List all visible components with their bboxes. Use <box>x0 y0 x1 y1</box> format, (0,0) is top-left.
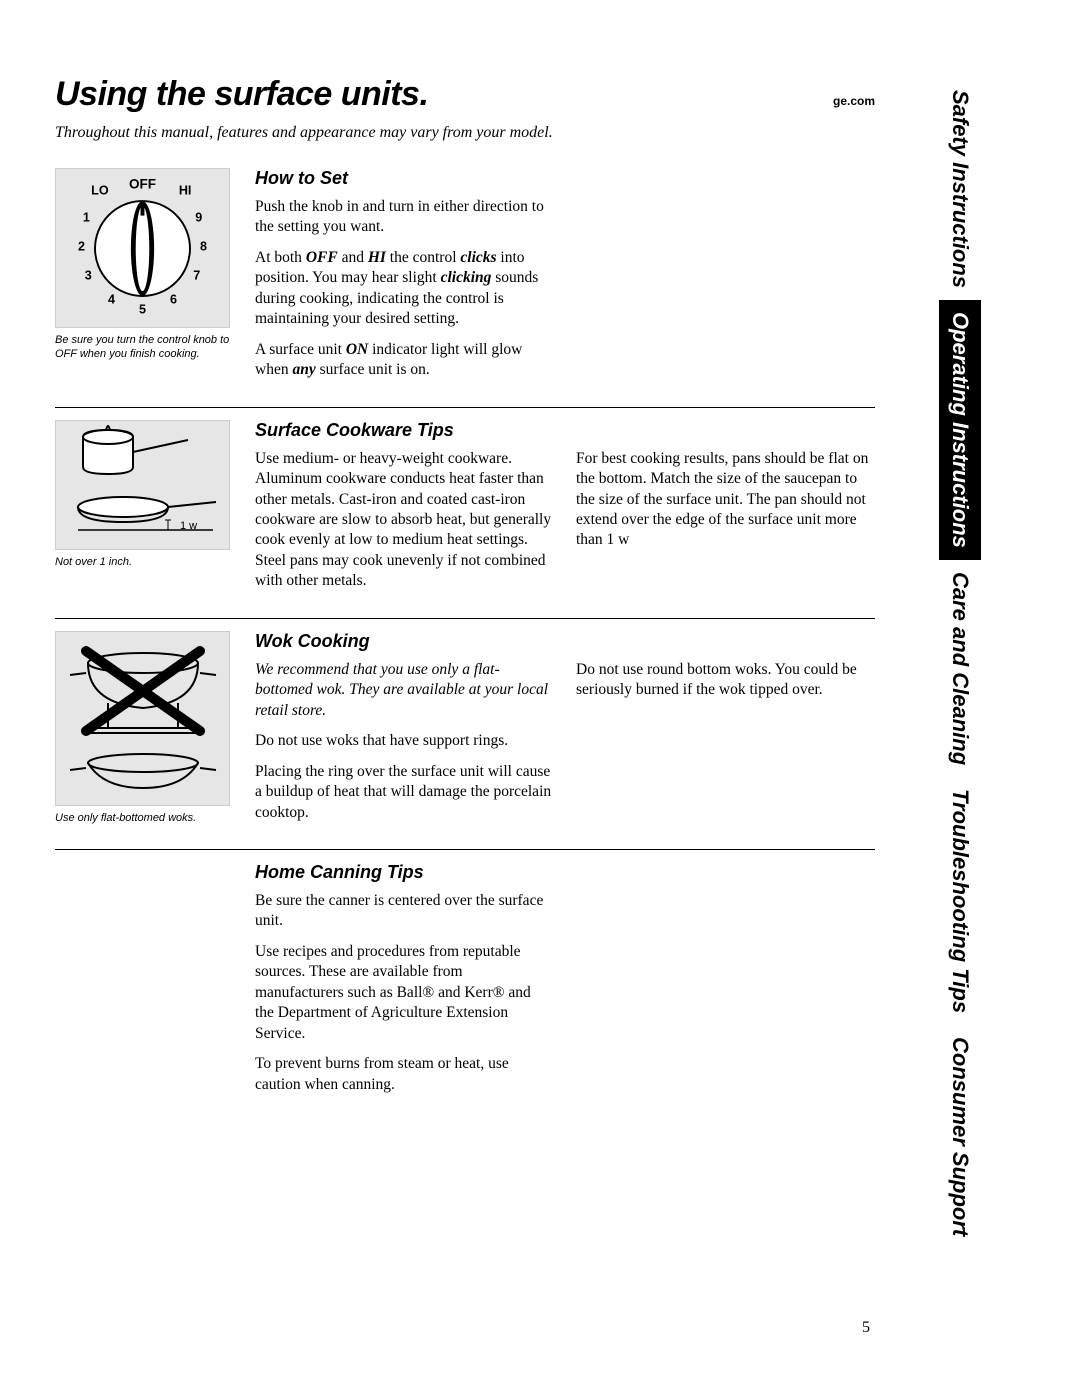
text-column: Wok Cooking We recommend that you use on… <box>255 631 875 833</box>
section-heading: How to Set <box>255 168 875 189</box>
knob-caption: Be sure you turn the control knob to OFF… <box>55 334 230 362</box>
knob-svg: OFF LO HI 1 2 3 4 5 6 7 8 9 <box>65 171 220 326</box>
brand-url: ge.com <box>833 94 875 108</box>
knob-label-off: OFF <box>129 176 156 191</box>
body-text: Push the knob in and turn in either dire… <box>255 197 545 391</box>
tab-troubleshooting[interactable]: Troubleshooting Tips <box>939 777 981 1025</box>
side-tabs: Safety Instructions Operating Instructio… <box>939 78 985 1278</box>
svg-text:8: 8 <box>200 239 207 253</box>
wok-svg <box>58 633 228 803</box>
section-cookware: 1 w Not over 1 inch. Surface Cookware Ti… <box>55 416 875 602</box>
pan-svg: 1 w <box>58 422 228 547</box>
section-heading: Surface Cookware Tips <box>255 420 875 441</box>
svg-text:6: 6 <box>170 292 177 306</box>
text-column: Home Canning Tips Be sure the canner is … <box>255 862 875 1105</box>
svg-text:4: 4 <box>108 292 115 306</box>
page-subtitle: Throughout this manual, features and app… <box>55 124 875 142</box>
tab-care[interactable]: Care and Cleaning <box>939 560 981 777</box>
pan-caption: Not over 1 inch. <box>55 556 230 570</box>
section-heading: Home Canning Tips <box>255 862 875 883</box>
body-col-1: Use medium- or heavy-weight cookware. Al… <box>255 449 554 602</box>
svg-text:3: 3 <box>85 268 92 282</box>
svg-text:2: 2 <box>78 239 85 253</box>
section-wok: Use only flat-bottomed woks. Wok Cooking… <box>55 627 875 833</box>
section-canning: Home Canning Tips Be sure the canner is … <box>55 858 875 1105</box>
divider <box>55 618 875 619</box>
body-col-1: We recommend that you use only a flat-bo… <box>255 660 554 833</box>
pan-illustration: 1 w <box>55 420 230 550</box>
knob-label-lo: LO <box>91 183 109 197</box>
body-col-2: Do not use round bottom woks. You could … <box>576 660 875 833</box>
knob-label-hi: HI <box>179 183 192 197</box>
text-column: Surface Cookware Tips Use medium- or hea… <box>255 420 875 602</box>
svg-text:1: 1 <box>83 210 90 224</box>
text-column: How to Set Push the knob in and turn in … <box>255 168 875 391</box>
title-row: Using the surface units. ge.com <box>55 75 875 114</box>
divider <box>55 849 875 850</box>
divider <box>55 407 875 408</box>
wok-illustration <box>55 631 230 806</box>
tab-consumer[interactable]: Consumer Support <box>939 1025 981 1248</box>
page-title: Using the surface units. <box>55 75 428 114</box>
svg-text:9: 9 <box>195 210 202 224</box>
knob-illustration: OFF LO HI 1 2 3 4 5 6 7 8 9 <box>55 168 230 328</box>
tab-operating[interactable]: Operating Instructions <box>939 300 981 560</box>
tab-safety[interactable]: Safety Instructions <box>939 78 981 300</box>
section-how-to-set: OFF LO HI 1 2 3 4 5 6 7 8 9 <box>55 164 875 391</box>
svg-text:7: 7 <box>193 268 200 282</box>
page-number: 5 <box>862 1319 870 1337</box>
section-heading: Wok Cooking <box>255 631 875 652</box>
wok-caption: Use only flat-bottomed woks. <box>55 812 230 826</box>
body-text: Be sure the canner is centered over the … <box>255 891 545 1105</box>
svg-text:1 w: 1 w <box>180 520 197 532</box>
body-col-2: For best cooking results, pans should be… <box>576 449 875 602</box>
image-column: OFF LO HI 1 2 3 4 5 6 7 8 9 <box>55 168 230 391</box>
image-column-empty <box>55 862 230 1105</box>
image-column: Use only flat-bottomed woks. <box>55 631 230 833</box>
page-content: Using the surface units. ge.com Througho… <box>55 75 875 1105</box>
image-column: 1 w Not over 1 inch. <box>55 420 230 602</box>
svg-text:5: 5 <box>139 302 146 316</box>
